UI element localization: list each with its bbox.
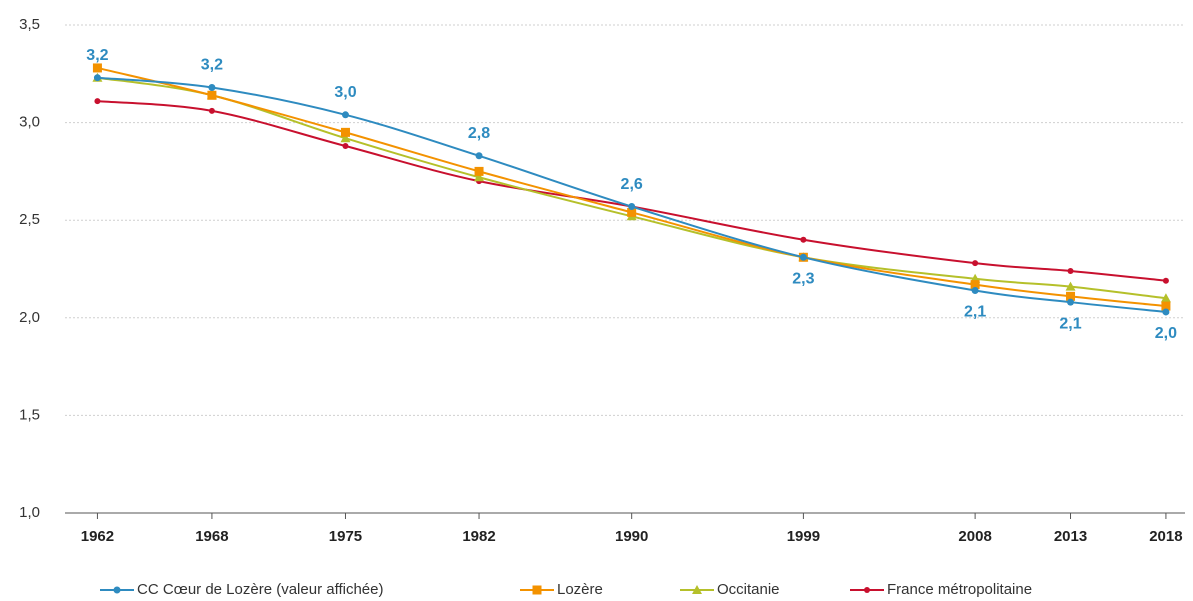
marker xyxy=(94,98,101,105)
legend-label: CC Cœur de Lozère (valeur affichée) xyxy=(137,581,384,598)
legend-marker xyxy=(692,585,702,594)
x-tick-label: 1999 xyxy=(787,528,820,545)
marker xyxy=(474,172,485,182)
marker xyxy=(628,203,636,211)
series-line xyxy=(97,76,1167,313)
marker xyxy=(475,152,483,160)
value-label: 2,1 xyxy=(964,304,986,321)
marker xyxy=(342,143,349,150)
legend-marker xyxy=(113,586,121,594)
marker xyxy=(474,166,484,176)
marker xyxy=(971,286,979,294)
marker xyxy=(1160,293,1171,303)
marker xyxy=(208,107,215,114)
x-tick-label: 2008 xyxy=(958,528,991,545)
marker xyxy=(341,111,349,119)
x-tick-label: 1962 xyxy=(81,528,114,545)
y-tick-label: 1,0 xyxy=(19,504,40,521)
marker xyxy=(800,236,807,243)
marker xyxy=(1162,308,1170,316)
marker xyxy=(1066,291,1076,301)
x-tick-label: 2018 xyxy=(1149,528,1182,545)
y-tick-label: 2,0 xyxy=(19,309,40,326)
legend-label: France métropolitaine xyxy=(887,581,1032,598)
x-tick-label: 1990 xyxy=(615,528,648,545)
legend-label: Occitanie xyxy=(717,581,780,598)
marker xyxy=(970,280,980,290)
x-tick-label: 1982 xyxy=(462,528,495,545)
marker xyxy=(92,63,102,73)
marker xyxy=(1162,277,1169,284)
marker xyxy=(93,74,101,82)
y-tick-label: 1,5 xyxy=(19,406,40,423)
x-tick-label: 1968 xyxy=(195,528,228,545)
value-label: 2,8 xyxy=(468,125,490,142)
marker xyxy=(1161,301,1171,311)
legend-label: Lozère xyxy=(557,581,603,598)
y-tick-label: 3,5 xyxy=(19,16,40,33)
x-tick-label: 2013 xyxy=(1054,528,1087,545)
value-label: 3,0 xyxy=(334,84,356,101)
marker xyxy=(1067,298,1075,306)
marker xyxy=(799,253,807,261)
value-label: 2,3 xyxy=(792,271,814,288)
value-label: 2,0 xyxy=(1155,325,1177,342)
marker xyxy=(1067,267,1074,274)
value-label: 2,1 xyxy=(1059,315,1081,332)
marker xyxy=(972,260,979,267)
y-tick-label: 3,0 xyxy=(19,114,40,131)
value-label: 2,6 xyxy=(621,176,643,193)
legend-marker xyxy=(864,587,870,593)
marker xyxy=(208,83,216,91)
marker xyxy=(627,207,637,217)
marker xyxy=(340,127,350,137)
value-label: 3,2 xyxy=(86,47,108,64)
marker xyxy=(1065,281,1076,291)
x-tick-label: 1975 xyxy=(329,528,362,545)
marker xyxy=(207,90,217,100)
value-label: 3,2 xyxy=(201,57,223,74)
y-tick-label: 2,5 xyxy=(19,211,40,228)
marker xyxy=(340,133,351,143)
legend-marker xyxy=(532,585,542,595)
